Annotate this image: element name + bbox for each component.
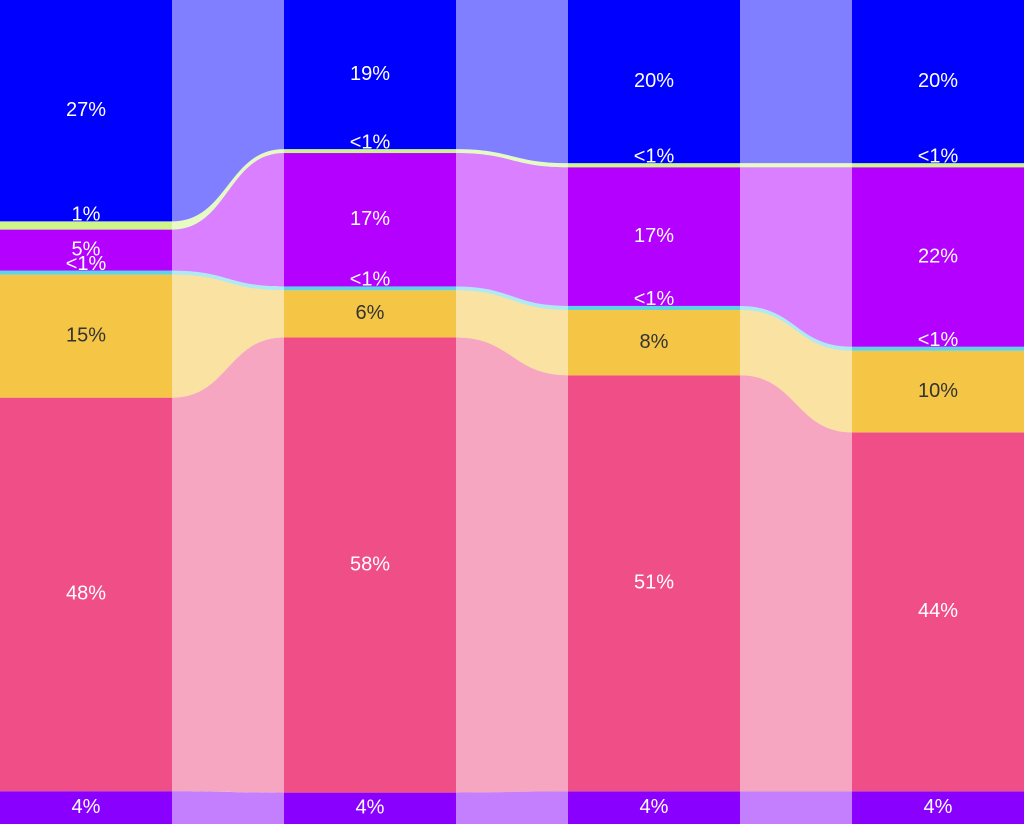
bar-segment bbox=[852, 167, 1024, 347]
value-label: 17% bbox=[634, 225, 674, 247]
value-label: 1% bbox=[72, 204, 101, 226]
value-label: 20% bbox=[918, 70, 958, 92]
flow bbox=[740, 163, 852, 168]
bar-segment bbox=[284, 0, 456, 150]
bar-segment bbox=[0, 791, 172, 824]
bar-segment bbox=[0, 0, 172, 222]
bar-segment bbox=[284, 149, 456, 154]
value-label: <1% bbox=[918, 329, 959, 351]
value-label: 5% bbox=[72, 238, 101, 260]
value-label: 58% bbox=[350, 553, 390, 575]
bar-segment bbox=[568, 0, 740, 164]
value-label: <1% bbox=[66, 253, 107, 275]
bar-segment bbox=[852, 0, 1024, 164]
flow bbox=[740, 167, 852, 347]
flow bbox=[456, 286, 568, 311]
flow bbox=[172, 270, 284, 291]
value-label: <1% bbox=[350, 269, 391, 291]
bar-segment bbox=[284, 290, 456, 338]
value-label: 27% bbox=[66, 99, 106, 121]
value-label: 48% bbox=[66, 583, 106, 605]
bar-segment bbox=[568, 163, 740, 168]
value-label: 10% bbox=[918, 380, 958, 402]
bar-segment bbox=[852, 791, 1024, 824]
flow bbox=[172, 0, 284, 222]
value-label: 17% bbox=[350, 208, 390, 230]
value-label: 51% bbox=[634, 572, 674, 594]
flow bbox=[740, 305, 852, 351]
value-label: <1% bbox=[634, 145, 675, 167]
bar-segment bbox=[852, 432, 1024, 792]
flow bbox=[456, 337, 568, 793]
bar-segment bbox=[284, 153, 456, 287]
flow bbox=[456, 149, 568, 168]
value-label: 44% bbox=[918, 600, 958, 622]
bar-segment bbox=[568, 375, 740, 792]
bar-segment bbox=[568, 791, 740, 824]
bar-segment bbox=[852, 163, 1024, 168]
value-label: <1% bbox=[350, 131, 391, 153]
value-label: 20% bbox=[634, 70, 674, 92]
flow bbox=[172, 149, 284, 230]
value-label: 4% bbox=[924, 796, 953, 818]
flow bbox=[456, 153, 568, 306]
bar-segment bbox=[852, 346, 1024, 351]
value-label: 8% bbox=[640, 331, 669, 353]
flow bbox=[456, 791, 568, 824]
bar-segment bbox=[284, 286, 456, 291]
value-label: <1% bbox=[634, 288, 675, 310]
bar-segment bbox=[284, 337, 456, 793]
flow bbox=[740, 791, 852, 824]
bar-segment bbox=[0, 397, 172, 792]
value-label: 4% bbox=[356, 797, 385, 819]
flow bbox=[740, 0, 852, 164]
bar-segment bbox=[568, 305, 740, 311]
value-label: 19% bbox=[350, 63, 390, 85]
bar-segment bbox=[0, 270, 172, 275]
value-label: <1% bbox=[918, 145, 959, 167]
bar-segment bbox=[0, 274, 172, 398]
value-label: 22% bbox=[918, 245, 958, 267]
bar-segment bbox=[0, 221, 172, 230]
flow bbox=[172, 337, 284, 793]
bar-segment bbox=[0, 229, 172, 271]
flow bbox=[172, 153, 284, 287]
flow bbox=[456, 290, 568, 376]
value-label: 6% bbox=[356, 302, 385, 324]
value-label: 4% bbox=[72, 796, 101, 818]
bar-segment bbox=[284, 792, 456, 824]
flow bbox=[172, 274, 284, 398]
bar-segment bbox=[568, 310, 740, 376]
flow bbox=[172, 791, 284, 824]
bar-segment bbox=[852, 350, 1024, 433]
flow bbox=[740, 375, 852, 792]
value-label: 4% bbox=[640, 796, 669, 818]
flow bbox=[456, 0, 568, 164]
value-label: 15% bbox=[66, 324, 106, 346]
bar-segment bbox=[568, 167, 740, 306]
flow bbox=[740, 310, 852, 433]
